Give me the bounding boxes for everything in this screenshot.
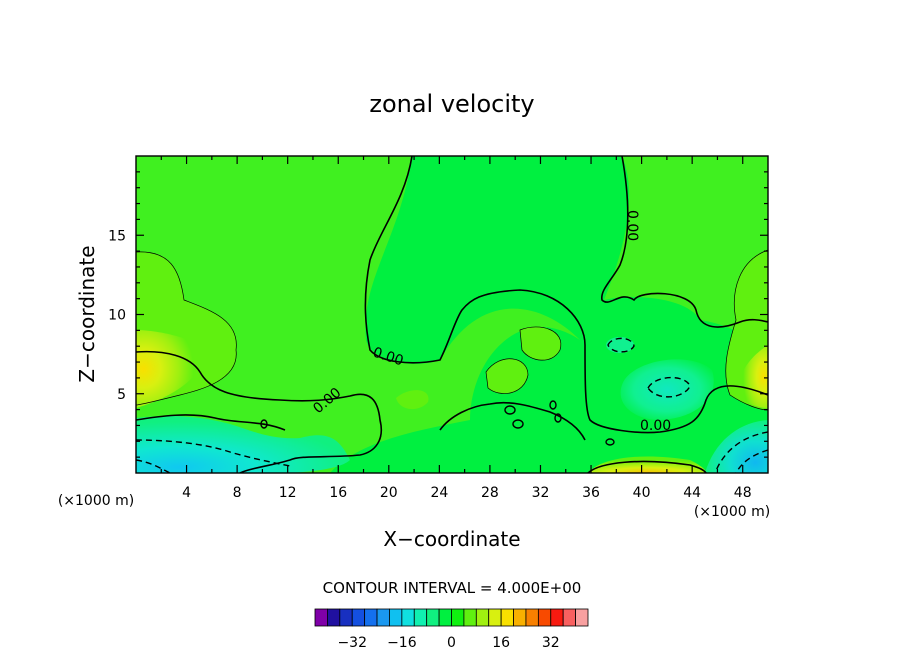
colorbar-swatch	[488, 608, 502, 627]
zero-contour	[601, 156, 768, 328]
x-tick-label: 44	[683, 485, 701, 501]
lower-right-core-region	[705, 420, 768, 473]
colorbar-swatch	[364, 608, 378, 627]
x-tick-label: 20	[380, 485, 398, 501]
contour-interval-label: CONTOUR INTERVAL = 4.000E+00	[323, 579, 582, 597]
y-axis-label: Z−coordinate	[75, 245, 99, 382]
colorbar-tick-label: −16	[387, 635, 417, 651]
y-tick-label: 15	[108, 228, 126, 244]
x-tick-label: 36	[582, 485, 600, 501]
colorbar-swatch	[513, 608, 527, 627]
x-tick-label: 24	[430, 485, 448, 501]
colorbar-swatch	[537, 608, 552, 627]
negative-contour	[607, 337, 635, 353]
colorbar-swatch	[376, 608, 390, 627]
zero-contour	[439, 401, 586, 441]
zero-contour	[554, 413, 562, 423]
x-axis-label: X−coordinate	[383, 527, 520, 551]
colorbar-swatch	[413, 608, 428, 627]
negative-contour	[136, 439, 291, 467]
zero-contour	[549, 400, 557, 410]
y-unit-label: (×1000 m)	[58, 493, 134, 509]
contour-label: 0.00	[640, 418, 671, 434]
colorbar-tick-label: −32	[337, 635, 367, 651]
negative-contour	[136, 459, 171, 473]
x-axis-ticks: 4 8 12 16 20 24 28 32 36 40 44 48	[160, 156, 752, 501]
x-unit-label: (×1000 m)	[694, 504, 770, 520]
colorbar-swatch	[550, 608, 564, 627]
colorbar-swatch	[525, 608, 539, 627]
patch-region	[606, 337, 634, 353]
left-jet-region	[136, 330, 208, 408]
zero-contour	[512, 419, 524, 429]
minor-contour	[136, 251, 237, 406]
zero-contour	[587, 460, 707, 473]
zero-contour	[136, 350, 382, 473]
chart-title: zonal velocity	[369, 90, 534, 118]
colorbar-swatch	[451, 608, 465, 627]
y-axis-ticks: 5 10 15	[108, 171, 768, 458]
colorbar-swatch	[389, 608, 403, 627]
minor-contour	[485, 358, 529, 394]
colorbar-swatch	[463, 608, 477, 627]
patch-region	[520, 326, 561, 361]
negative-contour	[647, 376, 691, 398]
colorbar-tick-label: 16	[492, 635, 510, 651]
colorbar-swatch	[475, 608, 490, 627]
colorbar	[314, 608, 589, 627]
y-tick-label: 5	[117, 387, 126, 403]
x-tick-label: 40	[633, 485, 651, 501]
zero-contour	[504, 405, 516, 415]
zero-contour	[364, 156, 768, 434]
colorbar-swatch	[438, 608, 452, 627]
x-tick-label: 32	[532, 485, 550, 501]
x-tick-label: 8	[233, 485, 242, 501]
colorbar-swatch	[314, 608, 328, 627]
x-tick-label: 48	[734, 485, 752, 501]
colorbar-swatch	[426, 608, 440, 627]
x-tick-label: 12	[279, 485, 297, 501]
negative-contour	[735, 449, 768, 473]
colorbar-swatch	[351, 608, 366, 627]
plot-area	[136, 156, 768, 473]
colorbar-swatch	[562, 608, 576, 627]
colorbar-swatch	[500, 608, 514, 627]
colorbar-tick-labels: −32 −16 0 16 32	[337, 635, 559, 651]
colorbar-swatch	[339, 608, 353, 627]
patch-region	[396, 390, 429, 410]
colorbar-tick-label: 32	[542, 635, 560, 651]
mid-right-low-region	[620, 359, 714, 420]
zero-contour	[136, 414, 286, 431]
bottom-right-positive-region	[588, 456, 706, 473]
zero-contour	[605, 438, 615, 446]
y-tick-label: 10	[108, 308, 126, 324]
negative-contour	[714, 431, 768, 473]
x-tick-label: 4	[182, 485, 191, 501]
contour-label: 0.00	[624, 210, 640, 241]
patch-region	[486, 358, 528, 394]
x-tick-label: 16	[329, 485, 347, 501]
x-tick-label: 28	[481, 485, 499, 501]
colorbar-swatch	[575, 608, 589, 627]
colorbar-tick-label: 0	[447, 635, 456, 651]
zero-contour	[260, 419, 268, 429]
colorbar-swatch	[401, 608, 415, 627]
colorbar-swatch	[327, 608, 341, 627]
minor-contour	[725, 249, 768, 411]
